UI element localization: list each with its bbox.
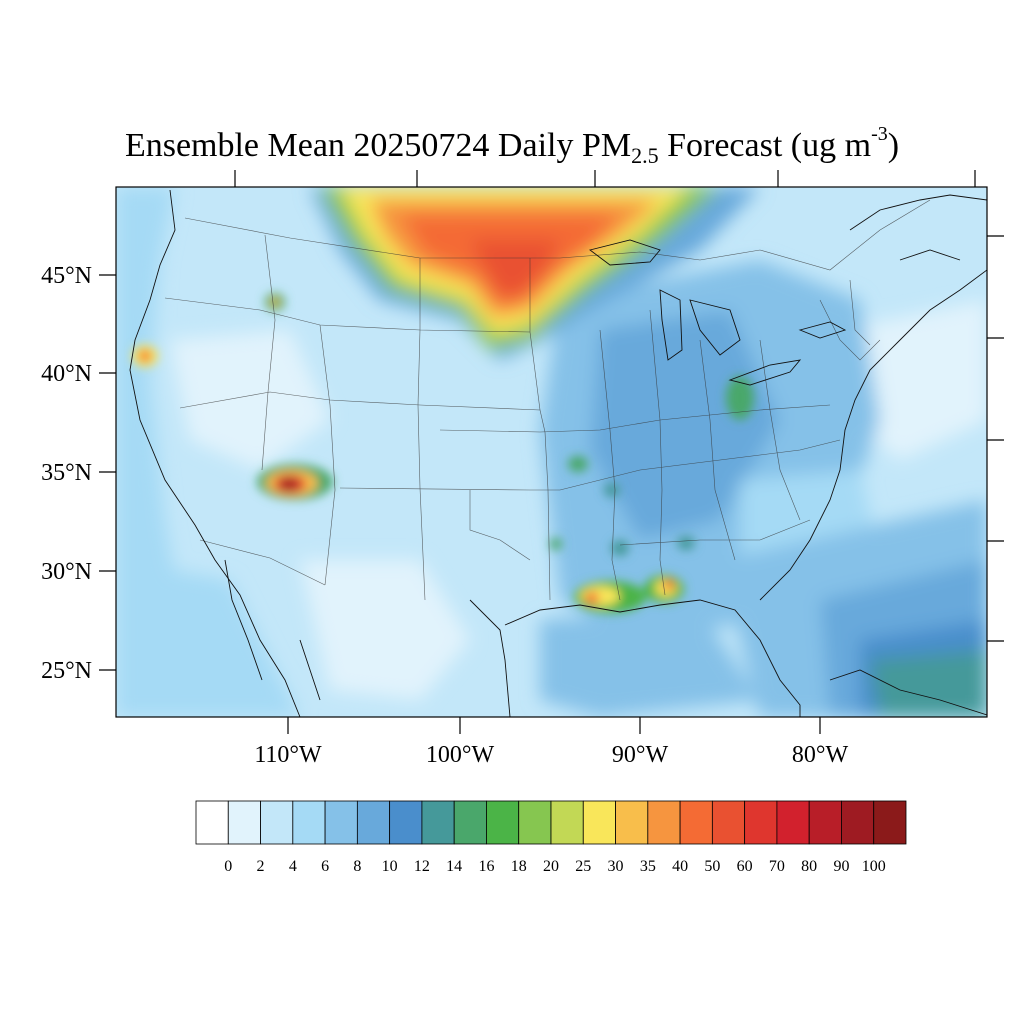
colorbar-box-11	[550, 800, 584, 845]
colorbar-box-2	[260, 800, 294, 845]
bottom-ticks	[287, 717, 821, 734]
colorbar-box-14	[647, 800, 681, 845]
colorbar-box-6	[389, 800, 423, 845]
colorbar-label-100: 100	[862, 858, 886, 875]
colorbar-label-0: 0	[224, 858, 232, 875]
chart-title: Ensemble Mean 20250724 Daily PM2.5 Forec…	[124, 123, 900, 168]
pm25-field	[116, 187, 987, 717]
colorbar-box-16	[711, 800, 746, 845]
colorbar-box-10	[518, 800, 552, 845]
colorbar-label-40: 40	[672, 858, 688, 875]
lat-label-35: 35°N	[41, 460, 92, 486]
lon-label-80w: 80°W	[792, 742, 849, 768]
colorbar-label-12: 12	[414, 858, 430, 875]
colorbar-box-5	[356, 800, 391, 845]
colorbar-label-50: 50	[704, 858, 720, 875]
colorbar-box-12	[582, 800, 616, 845]
colorbar-box-4	[324, 800, 358, 845]
colorbar-box-1	[227, 800, 261, 845]
colorbar-box-9	[486, 800, 520, 845]
lat-label-25: 25°N	[41, 658, 92, 684]
top-ticks	[234, 170, 976, 187]
left-ticks	[99, 274, 116, 671]
colorbar-box-7	[421, 800, 455, 845]
colorbar-label-8: 8	[353, 858, 361, 875]
colorbar-label-2: 2	[257, 858, 265, 875]
state-boundaries	[164, 199, 931, 601]
right-ticks	[987, 235, 1004, 642]
lat-labels: 45°N 40°N 35°N 30°N 25°N	[41, 263, 92, 684]
colorbar-box-19	[808, 800, 842, 845]
colorbar-box-18	[776, 800, 810, 845]
lon-label-110w: 110°W	[254, 742, 322, 768]
colorbar-label-20: 20	[543, 858, 559, 875]
colorbar-labels: 0 2 4 6 8 10 12 14 16 18 20 25 30 35 40 50 60 70 80 90 100	[224, 858, 885, 875]
lon-label-100w: 100°W	[426, 742, 495, 768]
colorbar-box-20	[841, 800, 875, 845]
colorbar-box-15	[679, 800, 713, 845]
lat-label-45: 45°N	[41, 263, 92, 289]
colorbar-label-18: 18	[511, 858, 527, 875]
colorbar-box-0	[195, 800, 229, 845]
colorbar-label-90: 90	[833, 858, 849, 875]
lon-label-90w: 90°W	[612, 742, 669, 768]
colorbar-label-6: 6	[321, 858, 329, 875]
colorbar-box-17	[744, 800, 778, 845]
map-border	[115, 186, 988, 718]
colorbar	[195, 800, 907, 845]
colorbar-box-8	[453, 800, 487, 845]
colorbar-label-25: 25	[575, 858, 591, 875]
colorbar-label-35: 35	[640, 858, 656, 875]
colorbar-label-30: 30	[608, 858, 624, 875]
colorbar-label-80: 80	[801, 858, 817, 875]
great-lakes	[588, 239, 847, 386]
colorbar-label-16: 16	[478, 858, 494, 875]
lat-label-40: 40°N	[41, 361, 92, 387]
colorbar-box-3	[292, 800, 326, 845]
coastlines	[129, 189, 987, 717]
lat-label-30: 30°N	[41, 559, 92, 585]
colorbar-box-13	[615, 800, 649, 845]
colorbar-label-14: 14	[446, 858, 462, 875]
colorbar-label-10: 10	[382, 858, 398, 875]
map-frame	[99, 170, 1004, 734]
lon-labels: 110°W 100°W 90°W 80°W	[254, 742, 848, 768]
colorbar-label-60: 60	[737, 858, 753, 875]
colorbar-box-21	[873, 800, 907, 845]
colorbar-label-70: 70	[769, 858, 785, 875]
colorbar-label-4: 4	[289, 858, 297, 875]
